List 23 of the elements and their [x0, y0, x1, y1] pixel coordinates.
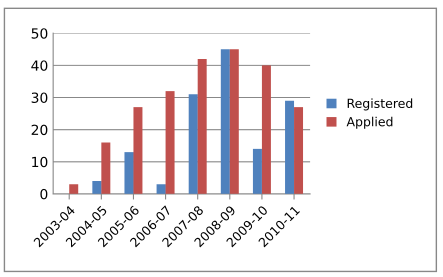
bar	[69, 184, 78, 194]
y-tick-label: 20	[32, 124, 48, 136]
bar	[133, 107, 142, 194]
y-tick-label: 40	[31, 60, 48, 71]
bar	[156, 184, 166, 194]
bar	[188, 94, 198, 194]
bar	[294, 107, 304, 194]
bar	[124, 152, 134, 194]
bar	[220, 49, 230, 194]
y-tick-label: 30	[32, 92, 48, 103]
legend-label: Applied	[346, 116, 392, 129]
bar	[92, 181, 102, 194]
bar	[101, 142, 110, 194]
y-tick-label: 50	[32, 28, 48, 39]
bar	[198, 58, 207, 194]
y-tick-label: 0	[40, 188, 48, 200]
y-tick-label: 10	[32, 156, 48, 168]
bar	[252, 148, 262, 194]
bar	[230, 49, 239, 194]
legend-label: Registered	[348, 98, 412, 110]
bar	[285, 100, 294, 194]
bar	[166, 91, 175, 194]
bar	[262, 65, 271, 194]
